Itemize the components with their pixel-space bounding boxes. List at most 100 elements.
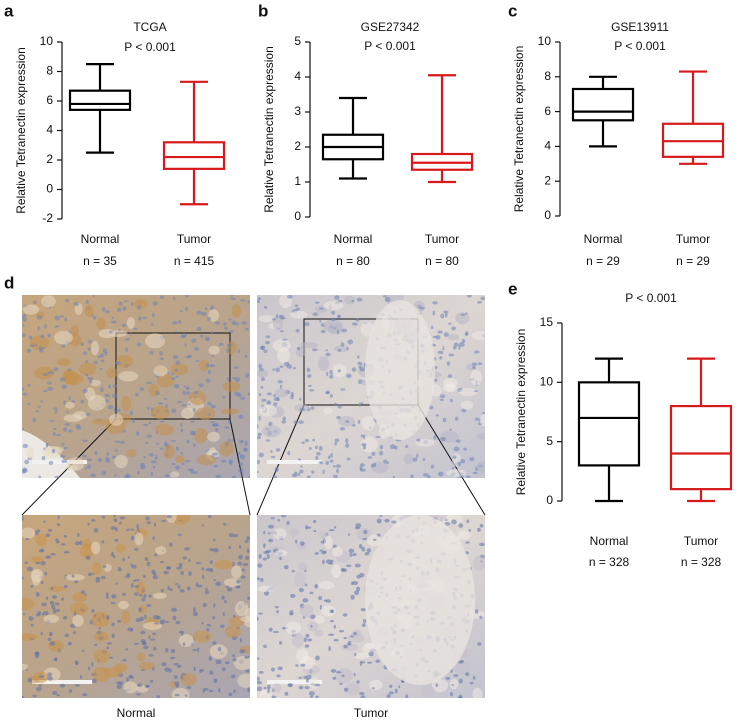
cell [91,611,110,628]
cell [448,353,455,357]
cell [175,330,178,333]
cell [328,646,331,652]
cell [449,398,453,403]
annotation: P < 0.001 [625,291,677,305]
cell [257,585,274,593]
cell [298,676,303,679]
cell [164,667,170,672]
cell [319,604,322,610]
cell [180,428,184,433]
cell [257,299,261,304]
cell [30,623,34,627]
cell [213,464,218,468]
cell [403,453,414,465]
cell [143,455,146,459]
cell [124,575,131,578]
cell [105,615,110,620]
cell [221,595,225,600]
cell [163,570,169,575]
cell [306,475,311,478]
cell [41,295,56,308]
cell [169,588,173,592]
cell [272,683,282,693]
cell [71,400,75,403]
cell [248,475,250,478]
cell [239,544,242,549]
cell [277,666,283,671]
cell [177,584,181,589]
cell [272,528,287,540]
cell [323,550,327,554]
cell [264,305,268,309]
cell [70,324,79,337]
cell [43,324,47,329]
cell [131,582,134,588]
cell [263,530,266,535]
y-tick-label: 0 [294,209,301,223]
cell [142,645,149,650]
cell [152,301,158,306]
cell [150,638,156,641]
cell [192,630,212,643]
cell [186,686,192,689]
cell [260,578,264,583]
cell [386,694,391,698]
cell [344,682,361,696]
cell [274,388,289,398]
cell [373,462,377,467]
cell [115,543,126,553]
cell [124,337,130,341]
cell [237,451,241,455]
cell [175,375,179,379]
cell [59,455,65,458]
cell [232,658,237,662]
cell [372,538,377,541]
cell [131,628,134,632]
cell [213,578,216,582]
cell [94,450,98,456]
cell [126,317,136,329]
cell [151,313,155,318]
cell [207,431,220,442]
cell [89,379,93,384]
cell [258,670,264,674]
cell [345,373,352,379]
cell [171,607,177,613]
cell [274,467,279,473]
cell [337,315,341,318]
cell [142,641,147,646]
cell [144,441,149,444]
cell [149,351,154,355]
cell [231,320,237,325]
cell [155,545,167,555]
cell [357,361,363,366]
cell [32,417,37,423]
cell [310,625,313,628]
y-tick-label: 10 [40,34,54,48]
cell [465,312,468,315]
n-label: n = 328 [681,555,722,569]
cell [291,473,298,478]
cell [276,314,279,319]
cell [54,602,60,606]
cell [64,317,68,322]
cell [106,452,110,457]
cell [315,655,320,661]
cell [40,631,43,636]
cell [447,334,460,341]
cell [93,649,111,664]
cell [22,427,24,431]
cell [183,385,186,388]
cell [193,346,199,351]
cell [343,636,347,640]
cell [184,343,187,347]
x-tick-label: Tumor [684,534,718,548]
cell [339,682,343,686]
cell [144,556,149,562]
cell [200,668,205,672]
cell [246,536,250,540]
cell [136,527,140,531]
cell [54,475,60,478]
cell [301,441,305,445]
cell [175,583,178,586]
